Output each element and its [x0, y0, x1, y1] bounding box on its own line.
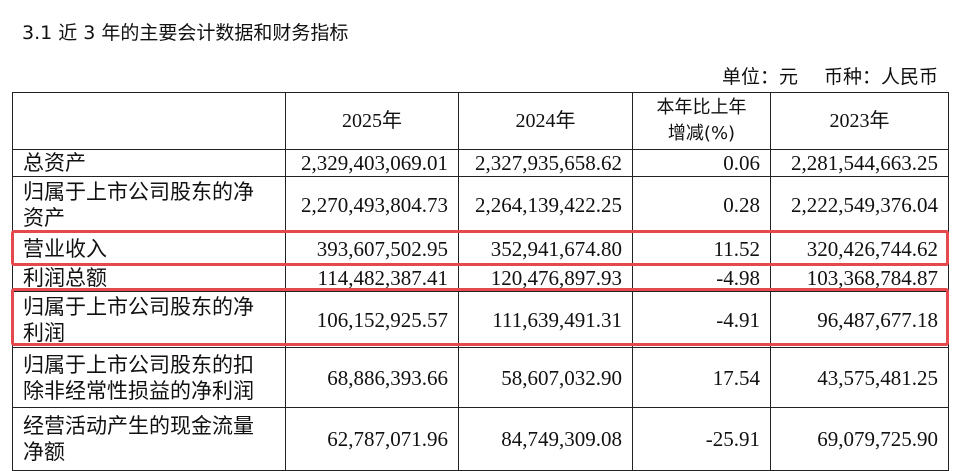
value-cell: 2,281,544,663.25 [770, 149, 949, 177]
value-cell: 84,749,309.08 [458, 407, 633, 471]
value-cell: 11.52 [632, 232, 771, 265]
header-cell [12, 92, 286, 150]
value-cell: 0.28 [632, 176, 771, 233]
value-cell: 120,476,897.93 [458, 264, 633, 292]
value-cell: 103,368,784.87 [770, 264, 949, 292]
row-label: 归属于上市公司股东的净资产 [12, 176, 286, 233]
row-label: 归属于上市公司股东的净利润 [12, 291, 286, 348]
value-cell: 96,487,677.18 [770, 291, 949, 348]
currency: 币种：人民币 [823, 66, 938, 88]
header-row: 2025年 2024年 本年比上年增减(%) 2023年 [12, 92, 949, 150]
value-cell: 17.54 [632, 347, 771, 408]
table-row: 归属于上市公司股东的扣除非经常性损益的净利润 68,886,393.66 58,60… [12, 347, 949, 408]
value-cell: 2,222,549,376.04 [770, 176, 949, 233]
header-cell: 2025年 [285, 92, 459, 150]
header-cell: 2024年 [458, 92, 633, 150]
value-cell: 0.06 [632, 149, 771, 177]
header-cell: 本年比上年增减(%) [632, 92, 771, 150]
value-cell: 2,329,403,069.01 [285, 149, 459, 177]
value-cell: -25.91 [632, 407, 771, 471]
row-label: 总资产 [12, 149, 286, 177]
value-cell: 2,264,139,422.25 [458, 176, 633, 233]
table-row: 营业收入 393,607,502.95 352,941,674.80 11.52 320… [12, 232, 949, 265]
row-label: 利润总额 [12, 264, 286, 292]
value-cell: 68,886,393.66 [285, 347, 459, 408]
value-cell: 2,270,493,804.73 [285, 176, 459, 233]
row-label: 归属于上市公司股东的扣除非经常性损益的净利润 [12, 347, 286, 408]
value-cell: 106,152,925.57 [285, 291, 459, 348]
value-cell: 69,079,725.90 [770, 407, 949, 471]
unit-line: 单位：元 币种：人民币 [722, 62, 938, 89]
value-cell: 2,327,935,658.62 [458, 149, 633, 177]
value-cell: -4.98 [632, 264, 771, 292]
table-row: 归属于上市公司股东的净利润 106,152,925.57 111,639,491.3… [12, 291, 949, 348]
value-cell: 58,607,032.90 [458, 347, 633, 408]
value-cell: 320,426,744.62 [770, 232, 949, 265]
value-cell: 352,941,674.80 [458, 232, 633, 265]
value-cell: 114,482,387.41 [285, 264, 459, 292]
table-row: 经营活动产生的现金流量净额 62,787,071.96 84,749,309.08-… [12, 407, 949, 471]
heading: 3.1 近 3 年的主要会计数据和财务指标 [22, 22, 349, 44]
table-row: 总资产 2,329,403,069.01 2,327,935,658.62 0.06 2… [12, 149, 949, 177]
table-row: 利润总额 114,482,387.41 120,476,897.93 -4.98 103… [12, 264, 949, 292]
row-label: 经营活动产生的现金流量净额 [12, 407, 286, 471]
finance-table: 2025年 2024年 本年比上年增减(%) 2023年 总资产 2,329,403,06… [12, 92, 949, 471]
table-row: 归属于上市公司股东的净资产 2,270,493,804.73 2,264,139,4… [12, 176, 949, 233]
unit: 单位：元 [721, 66, 798, 88]
value-cell: 393,607,502.95 [285, 232, 459, 265]
value-cell: 62,787,071.96 [285, 407, 459, 471]
value-cell: 111,639,491.31 [458, 291, 633, 348]
value-cell: 43,575,481.25 [770, 347, 949, 408]
value-cell: -4.91 [632, 291, 771, 348]
row-label: 营业收入 [12, 232, 286, 265]
header-cell: 2023年 [770, 92, 949, 150]
